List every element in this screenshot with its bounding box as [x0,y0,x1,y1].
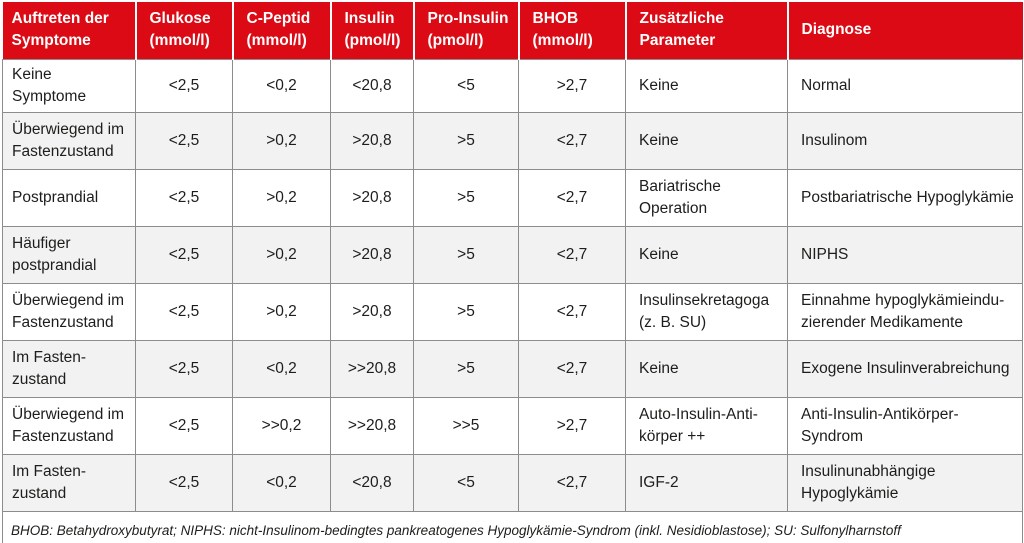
table-cell-glukose: <2,5 [135,397,233,456]
table-cell-glukose: <2,5 [135,169,233,228]
table-cell-proinsulin: >5 [413,169,519,228]
table-cell-insulin: <20,8 [330,58,414,114]
table-cell-symptome: Im Fasten- zustand [2,454,136,513]
table-cell-proinsulin: >>5 [413,397,519,456]
column-header-symptome: Auftreten der Symptome [2,2,136,59]
table-cell-proinsulin: >5 [413,340,519,399]
table-cell-insulin: >>20,8 [330,397,414,456]
table-body: Keine Symptome <2,5 <0,2 <20,8 <5 >2,7 Keine No… [2,58,1023,513]
table-cell-proinsulin: >5 [413,283,519,342]
column-header-cpeptid: C-Peptid (mmol/l) [231,2,331,59]
table-cell-symptome: Keine Symptome [2,58,136,114]
table-cell-glukose: <2,5 [135,58,233,114]
footnote-row: BHOB: Betahydroxybutyrat; NIPHS: nicht-I… [2,511,1023,543]
table-cell-cpeptid: <0,2 [232,58,331,114]
table-cell-insulin: >>20,8 [330,340,414,399]
table-header-row: Auftreten der Symptome Glukose (mmol/l) C-… [2,2,1023,59]
table-cell-bhob: <2,7 [518,226,626,285]
table-cell-cpeptid: >0,2 [232,226,331,285]
column-header-bhob: BHOB (mmol/l) [517,2,626,59]
table-cell-zusatz: Keine [625,112,788,171]
table-cell-bhob: <2,7 [518,112,626,171]
table-cell-insulin: >20,8 [330,169,414,228]
table-cell-bhob: >2,7 [518,397,626,456]
table-cell-zusatz: IGF-2 [625,454,788,513]
table-cell-cpeptid: >>0,2 [232,397,331,456]
table-cell-insulin: >20,8 [330,226,414,285]
table-cell-proinsulin: <5 [413,58,519,114]
column-header-diagnose: Diagnose [786,2,1023,59]
table-cell-zusatz: Keine [625,226,788,285]
table-cell-glukose: <2,5 [135,226,233,285]
column-header-zusatz: Zusätzliche Parameter [624,2,788,59]
table-cell-insulin: >20,8 [330,283,414,342]
table-cell-cpeptid: >0,2 [232,283,331,342]
table-cell-bhob: <2,7 [518,340,626,399]
column-header-glukose: Glukose (mmol/l) [134,2,233,59]
table-cell-diagnose: Exogene Insulinverabreichung [787,340,1023,399]
table-row: Im Fasten- zustand <2,5 <0,2 >>20,8 >5 <2,7 Ke… [2,340,1023,399]
table-cell-diagnose: Postbariatrische Hypoglykämie [787,169,1023,228]
table-cell-zusatz: Keine [625,58,788,114]
table-row: Keine Symptome <2,5 <0,2 <20,8 <5 >2,7 Keine No… [2,58,1023,114]
table-cell-symptome: Überwiegend im Fastenzustand [2,283,136,342]
table-cell-bhob: <2,7 [518,283,626,342]
table-cell-zusatz: Insulinsekretagoga (z. B. SU) [625,283,788,342]
table-cell-symptome: Häufiger postprandial [2,226,136,285]
table-cell-zusatz: Auto-Insulin-Anti- körper ++ [625,397,788,456]
table-row: Überwiegend im Fastenzustand <2,5 >0,2 >20,… [2,283,1023,342]
table-cell-diagnose: Insulinunabhängige Hypoglykämie [787,454,1023,513]
table-cell-bhob: >2,7 [518,58,626,114]
table-cell-diagnose: Anti-Insulin-Antikörper-Syndrom [787,397,1023,456]
table-row: Überwiegend im Fastenzustand <2,5 >>0,2 >>2… [2,397,1023,456]
table-cell-cpeptid: <0,2 [232,454,331,513]
table-cell-glukose: <2,5 [135,340,233,399]
table-cell-bhob: <2,7 [518,169,626,228]
column-header-insulin: Insulin (pmol/l) [329,2,414,59]
table-row: Im Fasten- zustand <2,5 <0,2 <20,8 <5 <2,7 IGF… [2,454,1023,513]
table-cell-symptome: Überwiegend im Fastenzustand [2,397,136,456]
table-cell-cpeptid: >0,2 [232,169,331,228]
table-cell-proinsulin: >5 [413,112,519,171]
table-cell-symptome: Im Fasten- zustand [2,340,136,399]
table-cell-glukose: <2,5 [135,283,233,342]
table-cell-diagnose: Einnahme hypoglykämieindu- zierender Med… [787,283,1023,342]
table-cell-zusatz: Bariatrische Operation [625,169,788,228]
table-cell-zusatz: Keine [625,340,788,399]
table-cell-insulin: <20,8 [330,454,414,513]
table-cell-proinsulin: >5 [413,226,519,285]
table-cell-glukose: <2,5 [135,454,233,513]
table-row: Postprandial <2,5 >0,2 >20,8 >5 <2,7 Bariatris… [2,169,1023,228]
table-cell-cpeptid: <0,2 [232,340,331,399]
footnote-text: BHOB: Betahydroxybutyrat; NIPHS: nicht-I… [2,511,1023,543]
table-cell-symptome: Postprandial [2,169,136,228]
table-cell-diagnose: Insulinom [787,112,1023,171]
table-cell-bhob: <2,7 [518,454,626,513]
table-cell-proinsulin: <5 [413,454,519,513]
table-cell-diagnose: NIPHS [787,226,1023,285]
table-cell-symptome: Überwiegend im Fastenzustand [2,112,136,171]
table-cell-diagnose: Normal [787,58,1023,114]
table-cell-insulin: >20,8 [330,112,414,171]
table-row: Häufiger postprandial <2,5 >0,2 >20,8 >5 <2,7… [2,226,1023,285]
table-cell-cpeptid: >0,2 [232,112,331,171]
table-cell-glukose: <2,5 [135,112,233,171]
column-header-proinsulin: Pro-Insulin (pmol/l) [412,2,519,59]
table-row: Überwiegend im Fastenzustand <2,5 >0,2 >20,… [2,112,1023,171]
